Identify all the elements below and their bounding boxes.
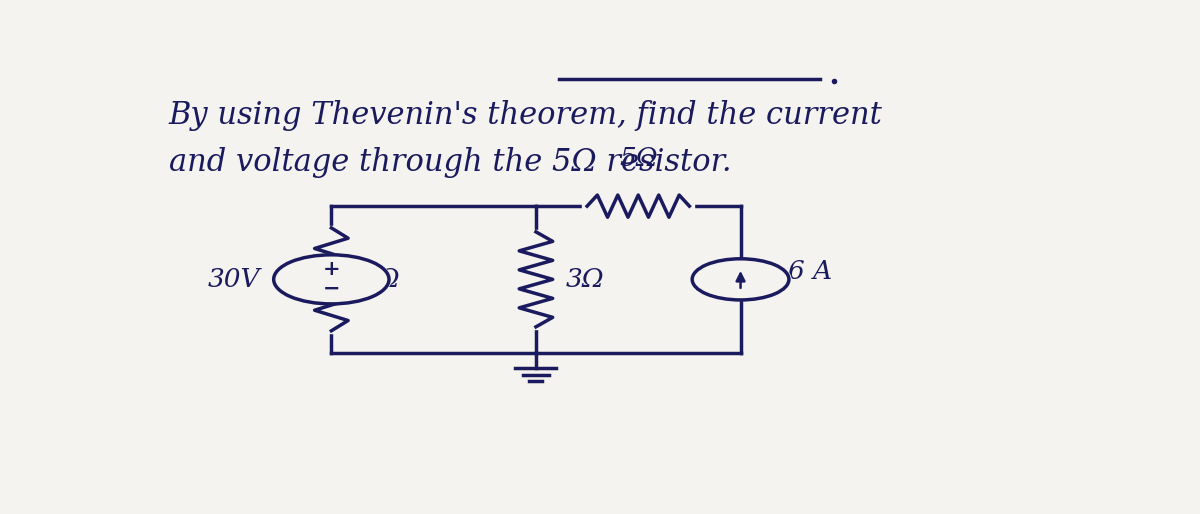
Text: 6Ω: 6Ω <box>361 267 400 292</box>
Text: −: − <box>323 279 340 299</box>
Text: 6 A: 6 A <box>788 259 833 284</box>
Text: By using Thevenin's theorem, find the current: By using Thevenin's theorem, find the cu… <box>168 100 882 131</box>
Text: +: + <box>323 259 340 279</box>
Circle shape <box>689 258 792 301</box>
Text: 30V: 30V <box>208 267 260 292</box>
Text: and voltage through the 5Ω resistor.: and voltage through the 5Ω resistor. <box>168 147 731 178</box>
Circle shape <box>271 253 391 305</box>
Text: 3Ω: 3Ω <box>565 267 605 292</box>
Text: 5Ω: 5Ω <box>619 145 658 171</box>
